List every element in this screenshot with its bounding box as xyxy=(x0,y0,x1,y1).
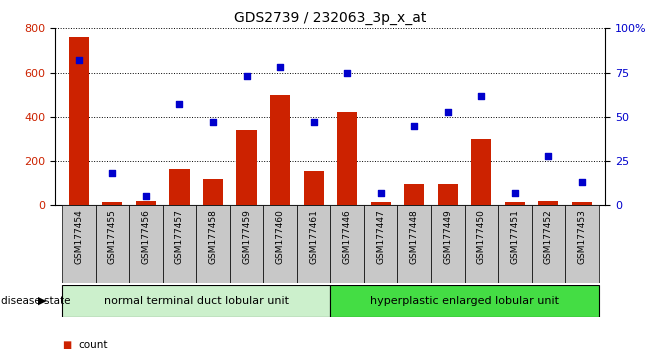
Text: GSM177451: GSM177451 xyxy=(510,209,519,264)
Title: GDS2739 / 232063_3p_x_at: GDS2739 / 232063_3p_x_at xyxy=(234,11,426,24)
Point xyxy=(443,109,453,114)
Bar xyxy=(471,139,492,205)
Bar xyxy=(572,202,592,205)
Bar xyxy=(203,179,223,205)
Text: ▶: ▶ xyxy=(38,296,47,306)
Point xyxy=(342,70,352,75)
Text: GSM177454: GSM177454 xyxy=(74,209,83,264)
Bar xyxy=(169,169,189,205)
Point xyxy=(476,93,486,98)
Bar xyxy=(331,205,364,283)
Point xyxy=(577,179,587,185)
Bar xyxy=(404,184,424,205)
Text: GSM177447: GSM177447 xyxy=(376,209,385,264)
Text: GSM177450: GSM177450 xyxy=(477,209,486,264)
Point xyxy=(510,190,520,196)
Bar xyxy=(69,37,89,205)
Bar xyxy=(364,205,398,283)
Bar xyxy=(297,205,331,283)
Bar xyxy=(431,205,465,283)
Text: GSM177452: GSM177452 xyxy=(544,209,553,264)
Text: GSM177459: GSM177459 xyxy=(242,209,251,264)
Text: GSM177446: GSM177446 xyxy=(342,209,352,264)
Text: count: count xyxy=(78,340,107,350)
Text: normal terminal duct lobular unit: normal terminal duct lobular unit xyxy=(104,296,288,306)
Text: GSM177453: GSM177453 xyxy=(577,209,587,264)
Bar xyxy=(303,171,324,205)
Bar xyxy=(129,205,163,283)
Bar xyxy=(331,285,599,317)
Point xyxy=(74,57,84,63)
Bar xyxy=(398,205,431,283)
Point xyxy=(141,194,151,199)
Bar xyxy=(102,202,122,205)
Text: ■: ■ xyxy=(62,340,71,350)
Bar xyxy=(538,201,559,205)
Point xyxy=(275,64,285,70)
Bar xyxy=(96,205,129,283)
Bar xyxy=(505,202,525,205)
Text: GSM177455: GSM177455 xyxy=(108,209,117,264)
Text: GSM177458: GSM177458 xyxy=(208,209,217,264)
Bar xyxy=(62,285,331,317)
Bar xyxy=(370,202,391,205)
Bar xyxy=(236,130,256,205)
Text: GSM177457: GSM177457 xyxy=(175,209,184,264)
Bar xyxy=(565,205,599,283)
Text: hyperplastic enlarged lobular unit: hyperplastic enlarged lobular unit xyxy=(370,296,559,306)
Bar xyxy=(196,205,230,283)
Text: disease state: disease state xyxy=(1,296,71,306)
Point xyxy=(409,123,419,129)
Point xyxy=(174,102,185,107)
Point xyxy=(309,119,319,125)
Text: GSM177460: GSM177460 xyxy=(275,209,284,264)
Bar xyxy=(437,184,458,205)
Bar xyxy=(163,205,196,283)
Text: GSM177461: GSM177461 xyxy=(309,209,318,264)
Bar xyxy=(136,201,156,205)
Text: GSM177448: GSM177448 xyxy=(409,209,419,264)
Point xyxy=(107,171,118,176)
Bar xyxy=(498,205,532,283)
Point xyxy=(242,73,252,79)
Point xyxy=(208,119,218,125)
Bar xyxy=(270,95,290,205)
Bar xyxy=(230,205,263,283)
Bar xyxy=(337,113,357,205)
Bar xyxy=(263,205,297,283)
Text: GSM177449: GSM177449 xyxy=(443,209,452,264)
Bar xyxy=(532,205,565,283)
Bar xyxy=(465,205,498,283)
Text: GSM177456: GSM177456 xyxy=(141,209,150,264)
Point xyxy=(543,153,553,159)
Bar xyxy=(62,205,96,283)
Point xyxy=(376,190,386,196)
